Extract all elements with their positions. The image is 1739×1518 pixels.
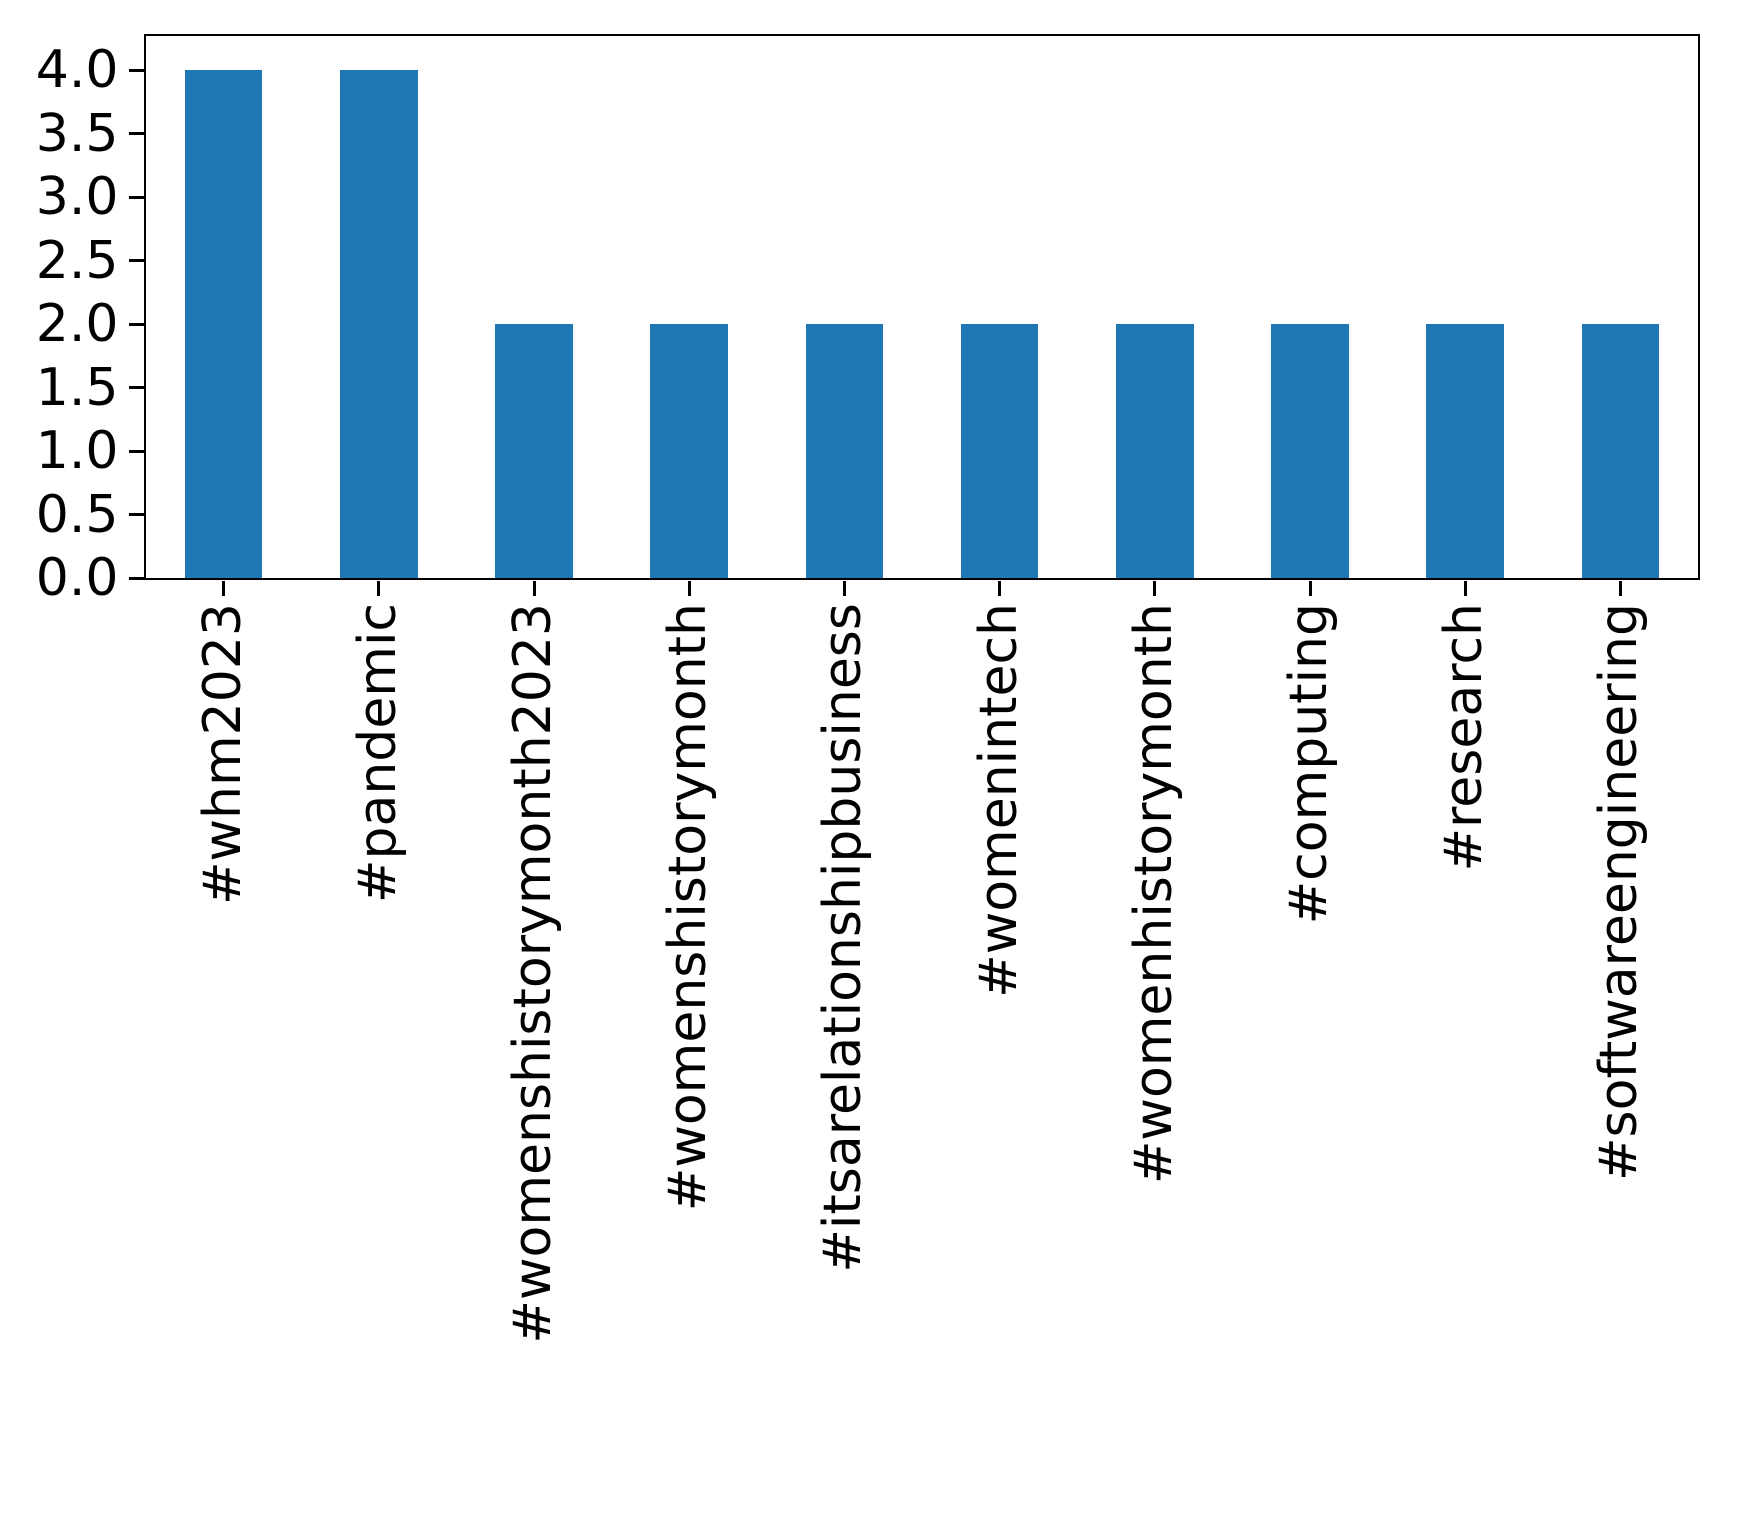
bar — [340, 70, 418, 578]
bar — [1581, 324, 1660, 578]
y-axis-tick-mark — [128, 322, 144, 326]
x-axis-tick-mark — [998, 580, 1002, 596]
bar — [650, 324, 728, 578]
y-axis-tick-mark — [128, 68, 144, 72]
x-axis-tick-mark — [1618, 580, 1622, 596]
y-axis-tick-label: 2.0 — [35, 294, 119, 355]
x-axis-tick-mark — [532, 580, 536, 596]
x-axis-tick-mark — [377, 580, 381, 596]
bar — [1116, 324, 1194, 578]
bar — [1426, 324, 1504, 578]
y-axis-tick-label: 1.0 — [35, 421, 119, 482]
bar — [960, 324, 1039, 578]
x-axis-tick-mark — [1153, 580, 1157, 596]
bar — [184, 70, 263, 578]
x-axis-tick-mark — [687, 580, 691, 596]
x-axis-tick-label: #research — [1434, 603, 1495, 872]
bar — [805, 324, 884, 578]
x-axis-tick-label: #pandemic — [347, 603, 408, 904]
y-axis-tick-label: 4.0 — [35, 40, 119, 101]
x-axis-tick-label: #itsarelationshipbusiness — [813, 603, 874, 1273]
x-axis-tick-label: #whm2023 — [192, 603, 253, 906]
x-axis-tick-label: #womenshistorymonth2023 — [503, 603, 563, 1344]
y-axis-tick-label: 0.0 — [35, 548, 119, 608]
y-axis-tick-mark — [128, 386, 144, 390]
y-axis-tick-mark — [128, 195, 144, 199]
x-axis-tick-mark — [842, 580, 846, 596]
x-axis-tick-label: #computing — [1279, 603, 1339, 925]
plot-area — [143, 33, 1700, 580]
x-axis-tick-mark — [1463, 580, 1467, 596]
y-axis-tick-label: 3.0 — [35, 167, 119, 228]
bar — [1271, 324, 1349, 578]
y-axis-tick-mark — [128, 132, 144, 136]
x-axis-tick-label: #womenhistorymonth — [1123, 603, 1184, 1185]
x-axis-tick-label: #womenshistorymonth — [658, 603, 719, 1212]
y-axis-tick-mark — [128, 576, 144, 580]
x-axis-tick-label: #womenintech — [968, 603, 1029, 998]
y-axis-tick-label: 0.5 — [35, 484, 119, 545]
x-axis-tick-label: #softwareengineering — [1589, 603, 1650, 1182]
y-axis-tick-label: 3.5 — [35, 103, 119, 164]
y-axis-tick-mark — [128, 513, 144, 517]
y-axis-tick-label: 2.5 — [35, 230, 119, 291]
y-axis-tick-label: 1.5 — [35, 357, 119, 418]
y-axis-tick-mark — [128, 259, 144, 263]
bar — [495, 324, 573, 578]
y-axis-tick-mark — [128, 449, 144, 453]
x-axis-tick-mark — [1308, 580, 1312, 596]
x-axis-tick-mark — [222, 580, 226, 596]
